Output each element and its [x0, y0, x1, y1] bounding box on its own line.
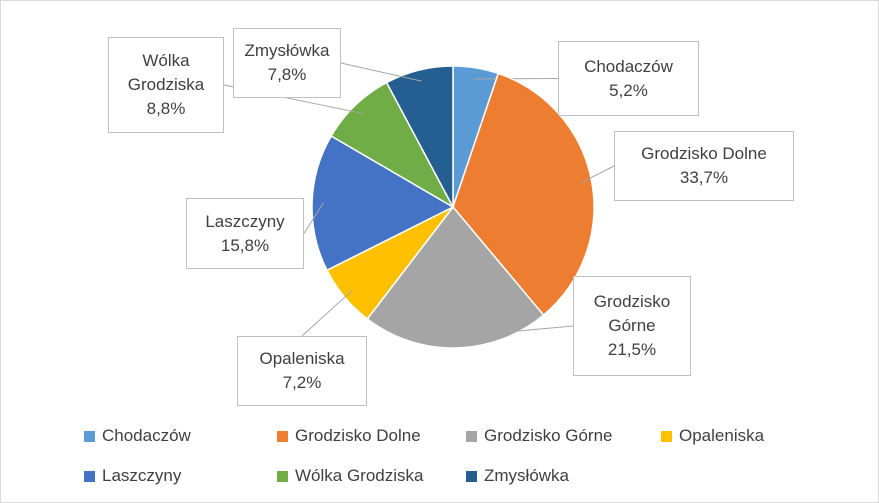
legend-label: Laszczyny: [102, 466, 182, 485]
legend-label: Chodaczów: [102, 426, 191, 445]
legend-label: Grodzisko Górne: [484, 426, 613, 445]
legend-item: Laszczyny: [84, 464, 181, 488]
legend-swatch: [277, 430, 288, 442]
data-label: Chodaczów 5,2%: [558, 41, 699, 116]
data-label: Grodzisko Górne 21,5%: [573, 276, 691, 376]
legend-item: Chodaczów: [84, 424, 191, 448]
leader-line: [474, 78, 559, 80]
label-category: Zmysłówka: [244, 41, 330, 60]
legend-item: Opaleniska: [661, 424, 764, 448]
label-value: 21,5%: [607, 340, 657, 359]
data-label: Grodzisko Dolne 33,7%: [614, 131, 794, 201]
legend-swatch: [661, 430, 672, 442]
label-value: 5,2%: [609, 80, 648, 100]
label-category: Grodzisko Dolne: [641, 144, 767, 163]
label-value: 33,7%: [679, 168, 729, 187]
label-value: 8,8%: [146, 99, 186, 118]
legend-swatch: [84, 430, 95, 442]
legend-label: Zmysłówka: [484, 466, 570, 485]
leader-line: [340, 62, 422, 82]
legend-label: Wólka Grodziska: [295, 466, 424, 485]
legend-label: Opaleniska: [679, 426, 765, 445]
data-label: Laszczyny 15,8%: [186, 198, 304, 269]
legend-item: Grodzisko Dolne: [277, 424, 421, 448]
slice: [452, 72, 595, 317]
legend-item: Wólka Grodziska: [277, 464, 423, 488]
label-category: Laszczyny: [205, 211, 285, 231]
label-value: 7,8%: [267, 65, 307, 84]
label-category: Chodaczów: [584, 56, 673, 76]
legend-item: Grodzisko Górne: [466, 424, 613, 448]
label-category: Wólka Grodziska: [127, 51, 205, 94]
legend-swatch: [277, 470, 288, 482]
data-label: Wólka Grodziska 8,8%: [108, 37, 224, 133]
legend-item: Zmysłówka: [466, 464, 569, 488]
label-category: Opaleniska: [259, 349, 345, 368]
slice: [366, 205, 545, 349]
leader-line: [455, 325, 574, 338]
label-value: 7,2%: [282, 373, 322, 392]
slice: [385, 65, 454, 208]
label-category: Grodzisko Górne: [593, 292, 671, 335]
leader-line: [580, 165, 615, 184]
slice: [311, 134, 455, 272]
legend-label: Grodzisko Dolne: [295, 426, 421, 445]
data-label: Zmysłówka 7,8%: [233, 28, 341, 98]
label-value: 15,8%: [220, 235, 270, 255]
legend-swatch: [466, 470, 477, 482]
legend-swatch: [84, 470, 95, 482]
leader-line: [303, 202, 324, 234]
legend-swatch: [466, 430, 477, 442]
leader-line: [301, 289, 354, 337]
data-label: Opaleniska 7,2%: [237, 336, 367, 406]
